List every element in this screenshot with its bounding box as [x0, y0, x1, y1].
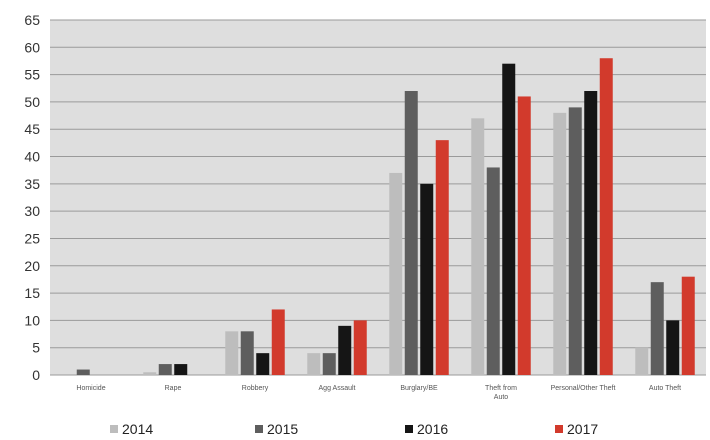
x-axis-labels: Homicide Rape Robbery Agg Assault Burglary/B… [76, 385, 681, 401]
bar [174, 364, 188, 375]
legend: 2014 2015 2016 2017 [110, 421, 598, 437]
legend-swatch [255, 425, 263, 433]
y-tick-label: 15 [24, 285, 40, 301]
bar [307, 353, 321, 375]
bar [256, 353, 270, 375]
x-tick-label: Burglary/BE [400, 385, 438, 392]
bar [486, 167, 500, 375]
y-tick-label: 50 [24, 94, 40, 110]
bar [271, 309, 285, 375]
bar [502, 63, 516, 375]
bars [76, 58, 695, 376]
bar [240, 331, 254, 375]
bar [635, 347, 649, 375]
y-tick-label: 35 [24, 176, 40, 192]
x-tick-label: Personal/Other Theft [551, 385, 616, 392]
y-tick-label: 30 [24, 203, 40, 219]
y-tick-label: 65 [24, 12, 40, 28]
bar [666, 320, 680, 375]
bar [76, 369, 90, 375]
y-tick-label: 0 [32, 367, 40, 383]
bar [599, 58, 613, 375]
x-tick-label: Auto Theft [649, 385, 681, 392]
legend-swatch [110, 425, 118, 433]
bar [158, 364, 172, 375]
x-tick-label: Homicide [76, 385, 105, 392]
legend-label: 2017 [567, 421, 598, 437]
x-tick-label: Theft from Auto [485, 385, 517, 401]
y-tick-label: 60 [24, 39, 40, 55]
bar [517, 96, 531, 375]
y-tick-label: 5 [32, 340, 40, 356]
y-tick-label: 20 [24, 258, 40, 274]
bar [389, 172, 403, 375]
legend-swatch [555, 425, 563, 433]
y-tick-label: 40 [24, 149, 40, 165]
bar [143, 372, 157, 375]
y-axis-ticks: 0 5 10 15 20 25 30 35 40 45 50 55 60 65 [24, 12, 40, 383]
x-tick-label: Robbery [242, 385, 269, 392]
bar [338, 325, 352, 375]
x-tick-label: Agg Assault [319, 385, 356, 392]
y-tick-label: 55 [24, 67, 40, 83]
bar [553, 112, 567, 375]
legend-label: 2014 [122, 421, 153, 437]
y-tick-label: 10 [24, 312, 40, 328]
bar [420, 183, 434, 375]
bar [435, 140, 449, 375]
bar [584, 91, 598, 375]
bar [650, 282, 664, 375]
legend-swatch [405, 425, 413, 433]
bar [353, 320, 367, 375]
bar [225, 331, 239, 375]
bar [404, 91, 418, 375]
x-tick-label: Rape [165, 385, 182, 392]
bar [681, 276, 695, 375]
bar [322, 353, 336, 375]
y-tick-label: 45 [24, 121, 40, 137]
legend-label: 2015 [267, 421, 298, 437]
bar [471, 118, 485, 376]
bar [568, 107, 582, 375]
y-tick-label: 25 [24, 230, 40, 246]
legend-label: 2016 [417, 421, 448, 437]
